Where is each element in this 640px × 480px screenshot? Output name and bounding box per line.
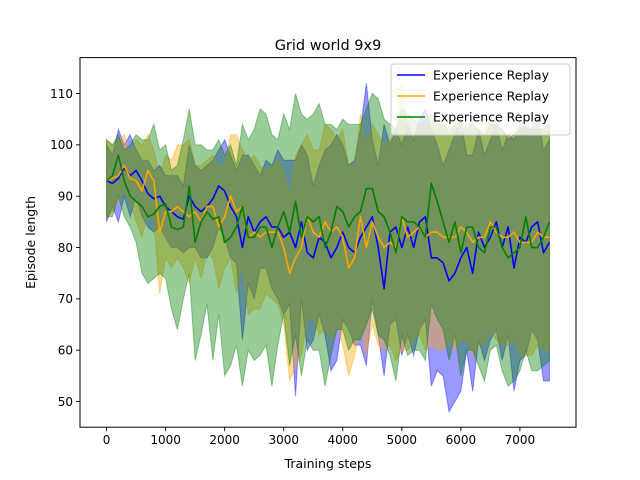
y-tick-label: 90	[58, 190, 73, 204]
chart-title: Grid world 9x9	[275, 38, 382, 54]
plot-area-frame	[79, 57, 577, 428]
legend-label-1: Experience Replay	[433, 68, 550, 83]
series-1-band	[106, 83, 550, 414]
y-axis-ticks: 50 60 70 80 90 100 110	[50, 87, 80, 409]
x-tick-label: 7000	[505, 433, 536, 447]
confidence-bands	[106, 83, 550, 414]
series-2-band	[106, 83, 550, 382]
legend-box	[390, 63, 571, 136]
y-tick-label: 80	[58, 241, 73, 255]
y-tick-label: 60	[58, 344, 73, 358]
x-tick-label: 3000	[268, 433, 299, 447]
series-lines	[106, 154, 551, 290]
x-tick-label: 5000	[387, 433, 418, 447]
series-3-line	[106, 154, 551, 259]
y-tick-label: 50	[58, 395, 73, 409]
legend-label-3: Experience Replay	[433, 110, 550, 125]
y-tick-label: 70	[58, 292, 73, 306]
series-1-line	[106, 167, 551, 290]
x-tick-label: 6000	[446, 433, 477, 447]
x-tick-label: 2000	[209, 433, 240, 447]
x-tick-label: 1000	[150, 433, 181, 447]
x-tick-label: 0	[103, 433, 111, 447]
legend: Experience Replay Experience Replay Experi…	[390, 63, 571, 136]
y-tick-label: 100	[50, 138, 73, 152]
x-tick-label: 4000	[327, 433, 358, 447]
x-axis-ticks: 0 1000 2000 3000 4000 5000 6000 7000	[103, 427, 535, 447]
y-tick-label: 110	[50, 87, 73, 101]
y-axis-label: Episode length	[23, 196, 38, 289]
x-axis-label: Training steps	[284, 456, 372, 471]
legend-label-2: Experience Replay	[433, 89, 550, 104]
